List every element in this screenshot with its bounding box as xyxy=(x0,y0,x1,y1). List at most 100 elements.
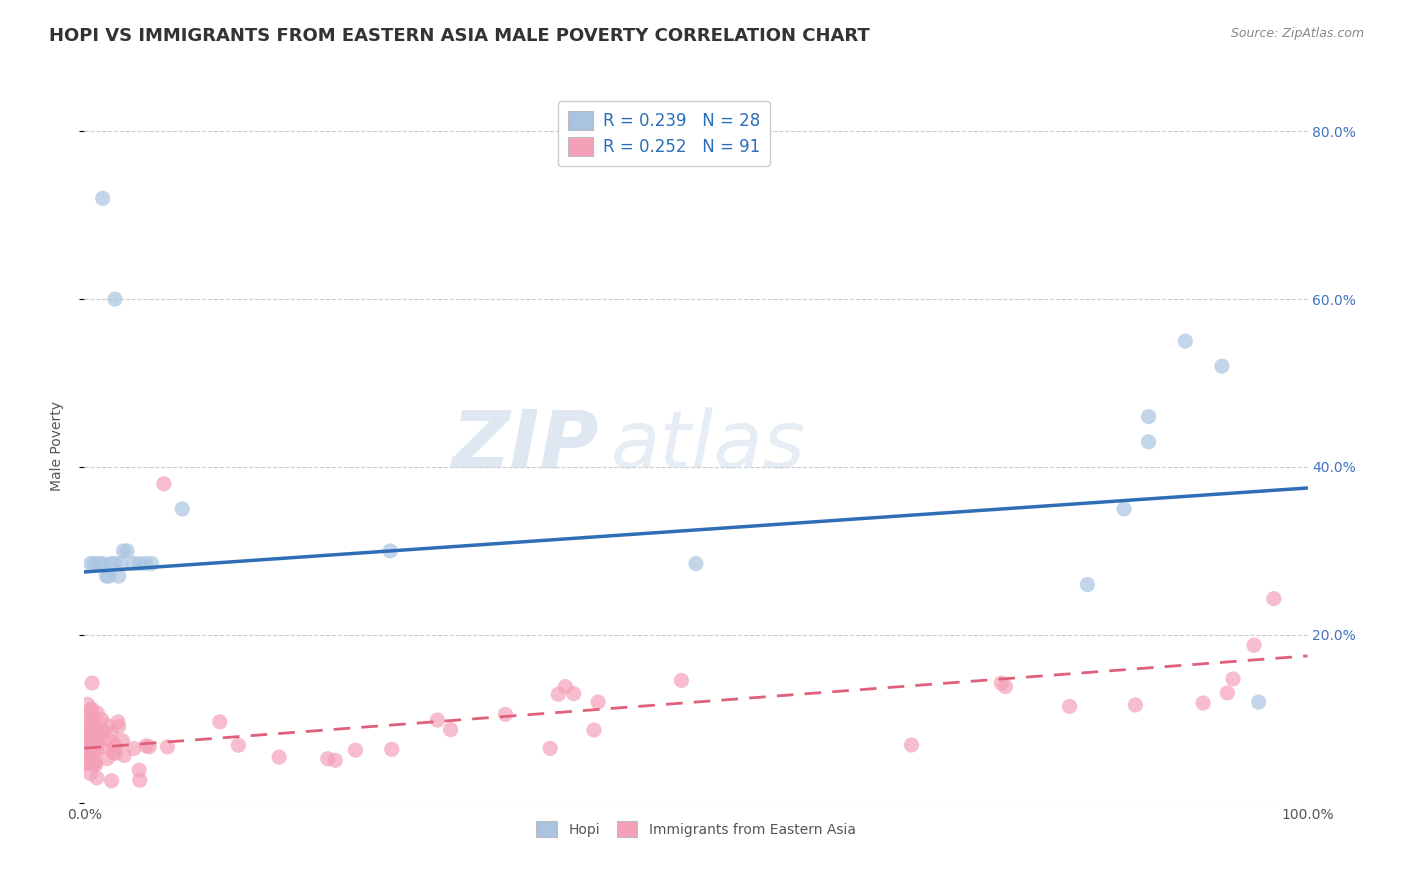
Point xyxy=(86,743,108,757)
Point xyxy=(208,714,231,729)
Point xyxy=(89,731,111,745)
Point xyxy=(554,680,576,694)
Point xyxy=(80,714,103,729)
Point xyxy=(104,292,127,306)
Point xyxy=(439,723,461,737)
Point xyxy=(538,741,561,756)
Point xyxy=(90,713,112,727)
Point xyxy=(77,706,100,720)
Point xyxy=(86,771,108,785)
Point xyxy=(381,742,404,756)
Point xyxy=(100,773,122,788)
Point xyxy=(82,747,104,762)
Point xyxy=(586,695,609,709)
Point xyxy=(426,713,449,727)
Point xyxy=(107,569,129,583)
Point xyxy=(495,707,517,722)
Point xyxy=(82,723,104,738)
Point xyxy=(86,741,108,756)
Point xyxy=(172,502,194,516)
Point xyxy=(84,755,107,769)
Point xyxy=(101,746,124,760)
Point xyxy=(104,739,127,753)
Point xyxy=(547,687,569,701)
Point xyxy=(1211,359,1233,374)
Point xyxy=(91,557,114,571)
Point xyxy=(1137,409,1160,424)
Point xyxy=(83,733,105,747)
Point xyxy=(97,569,120,583)
Point xyxy=(80,702,103,716)
Point xyxy=(562,687,585,701)
Point xyxy=(122,741,145,756)
Y-axis label: Male Poverty: Male Poverty xyxy=(49,401,63,491)
Point xyxy=(228,738,250,752)
Point xyxy=(83,557,105,571)
Point xyxy=(77,752,100,766)
Point xyxy=(90,724,112,739)
Point xyxy=(128,557,150,571)
Point xyxy=(135,739,157,753)
Point xyxy=(83,756,105,771)
Point xyxy=(75,724,97,739)
Point xyxy=(104,746,127,760)
Point xyxy=(990,676,1012,690)
Point xyxy=(156,739,179,754)
Point xyxy=(107,714,129,729)
Point xyxy=(107,720,129,734)
Point xyxy=(100,726,122,740)
Point xyxy=(76,747,98,762)
Point xyxy=(77,756,100,770)
Point xyxy=(994,680,1017,694)
Point xyxy=(1222,672,1244,686)
Point xyxy=(75,733,97,747)
Point xyxy=(1114,502,1136,516)
Point xyxy=(87,557,110,571)
Point xyxy=(96,751,118,765)
Point xyxy=(75,728,97,742)
Legend: Hopi, Immigrants from Eastern Asia: Hopi, Immigrants from Eastern Asia xyxy=(529,814,863,846)
Point xyxy=(79,557,101,571)
Point xyxy=(80,704,103,718)
Point xyxy=(1174,334,1197,348)
Point xyxy=(1247,695,1270,709)
Point xyxy=(1192,696,1215,710)
Point xyxy=(1263,591,1285,606)
Point xyxy=(582,723,605,737)
Point xyxy=(685,557,707,571)
Point xyxy=(323,753,346,767)
Point xyxy=(1059,699,1081,714)
Point xyxy=(80,712,103,726)
Point xyxy=(86,736,108,750)
Point xyxy=(380,544,402,558)
Point xyxy=(128,763,150,777)
Point xyxy=(1243,638,1265,652)
Point xyxy=(75,739,97,754)
Point xyxy=(80,676,103,690)
Point xyxy=(112,544,135,558)
Text: atlas: atlas xyxy=(610,407,806,485)
Point xyxy=(104,557,127,571)
Point xyxy=(96,718,118,732)
Point xyxy=(93,724,115,739)
Point xyxy=(79,766,101,780)
Point xyxy=(1125,698,1147,712)
Point xyxy=(86,706,108,720)
Point xyxy=(100,557,122,571)
Text: ZIP: ZIP xyxy=(451,407,598,485)
Point xyxy=(86,733,108,747)
Point xyxy=(269,750,291,764)
Point xyxy=(122,557,145,571)
Point xyxy=(101,735,124,749)
Point xyxy=(80,739,103,753)
Point xyxy=(111,734,134,748)
Point xyxy=(76,750,98,764)
Point xyxy=(82,714,104,729)
Point xyxy=(135,557,157,571)
Point xyxy=(91,191,114,205)
Text: Source: ZipAtlas.com: Source: ZipAtlas.com xyxy=(1230,27,1364,40)
Point xyxy=(75,725,97,739)
Point xyxy=(671,673,693,688)
Point xyxy=(138,739,160,754)
Point xyxy=(76,756,98,771)
